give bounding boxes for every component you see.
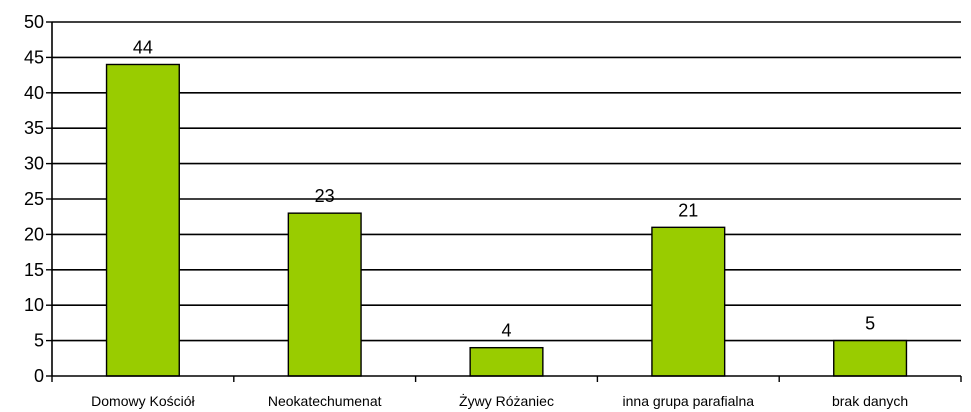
axes xyxy=(46,21,962,382)
y-tick-label: 35 xyxy=(24,118,44,138)
gridlines xyxy=(52,21,961,342)
category-label: inna grupa parafialna xyxy=(623,393,755,409)
y-tick-label: 25 xyxy=(24,189,44,209)
y-tick-label: 45 xyxy=(24,47,44,67)
y-tick-label: 20 xyxy=(24,224,44,244)
bar xyxy=(287,212,362,377)
y-tick-label: 50 xyxy=(24,12,44,32)
data-label: 23 xyxy=(315,186,335,206)
y-tick-label: 5 xyxy=(34,331,44,351)
category-label: Neokatechumenat xyxy=(268,393,382,409)
y-tick-label: 10 xyxy=(24,295,44,315)
data-label: 21 xyxy=(678,200,698,220)
y-tick-label: 0 xyxy=(34,366,44,386)
bar xyxy=(651,226,726,377)
y-tick-label: 15 xyxy=(24,260,44,280)
bar xyxy=(469,346,544,377)
bar xyxy=(833,339,908,377)
category-label: Domowy Kościół xyxy=(91,393,195,409)
bar xyxy=(105,63,180,377)
data-label: 5 xyxy=(865,314,875,334)
y-tick-label: 40 xyxy=(24,83,44,103)
category-label: brak danych xyxy=(832,393,908,409)
data-label: 44 xyxy=(133,37,153,57)
category-label: Żywy Różaniec xyxy=(459,392,554,409)
y-tick-label: 30 xyxy=(24,154,44,174)
data-label: 4 xyxy=(501,321,511,341)
